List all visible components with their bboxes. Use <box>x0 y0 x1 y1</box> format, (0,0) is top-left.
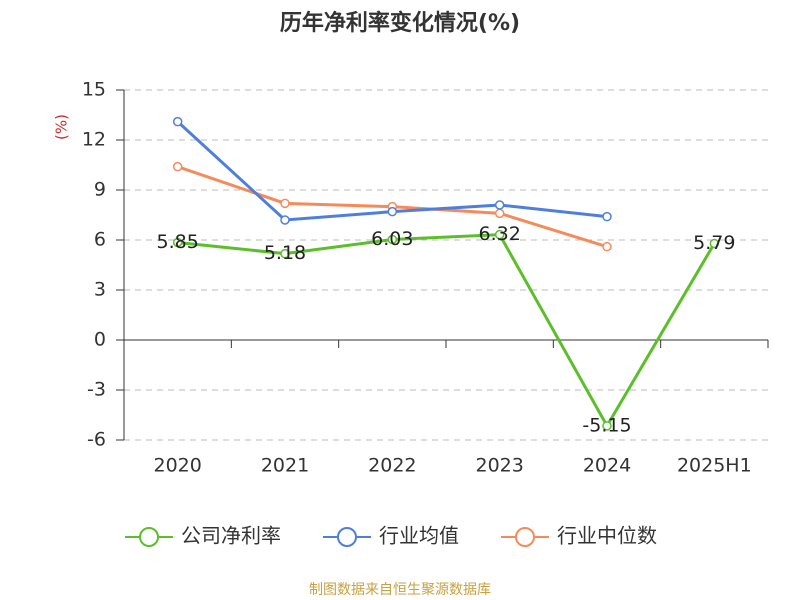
point <box>172 237 183 248</box>
legend-item: 行业中位数 <box>501 524 657 548</box>
data-label: 6.32 <box>479 223 521 245</box>
legend-label: 公司净利率 <box>181 524 281 548</box>
point <box>280 198 290 209</box>
y-tick-label: 3 <box>94 279 106 301</box>
chart-title: 历年净利率变化情况(%) <box>280 10 520 36</box>
y-axis-label: (%) <box>53 114 71 140</box>
data-label: 5.79 <box>693 232 735 254</box>
legend-marker <box>515 527 535 547</box>
source-note: 制图数据来自恒生聚源数据库 <box>309 582 491 598</box>
point <box>387 206 398 217</box>
y-tick-label: 9 <box>94 179 106 201</box>
legend-item: 行业均值 <box>323 524 459 548</box>
point <box>280 215 290 225</box>
point <box>602 421 612 431</box>
data-label: 5.18 <box>264 242 306 264</box>
legend-marker <box>139 527 159 547</box>
x-tick-label: 2022 <box>368 455 416 477</box>
point <box>602 241 612 252</box>
data-label: -5.15 <box>582 414 631 436</box>
x-tick-label: 2025H1 <box>677 455 752 477</box>
point <box>494 208 505 219</box>
legend-label: 行业中位数 <box>557 524 657 548</box>
y-tick-label: 6 <box>94 229 106 251</box>
point <box>172 116 183 127</box>
data-label: 5.85 <box>157 231 199 253</box>
legend-item: 公司净利率 <box>125 524 281 548</box>
y-tick-label: -3 <box>87 379 106 401</box>
x-tick-label: 2023 <box>475 455 523 477</box>
series-line <box>177 233 716 429</box>
x-tick-label: 2024 <box>583 455 631 477</box>
point <box>280 248 290 259</box>
point <box>387 234 398 245</box>
legend-marker <box>337 527 357 547</box>
x-tick-label: 2021 <box>261 455 309 477</box>
x-tick-label: 2020 <box>153 455 201 477</box>
point <box>172 161 183 172</box>
data-label: 6.03 <box>371 228 413 250</box>
point <box>602 211 612 222</box>
y-tick-label: 15 <box>82 79 106 101</box>
point <box>709 238 720 249</box>
y-tick-label: 12 <box>82 129 106 151</box>
y-tick-label: -6 <box>87 429 106 451</box>
legend-label: 行业均值 <box>379 524 459 548</box>
y-tick-label: 0 <box>94 329 106 351</box>
point <box>494 200 505 210</box>
point <box>494 229 505 240</box>
